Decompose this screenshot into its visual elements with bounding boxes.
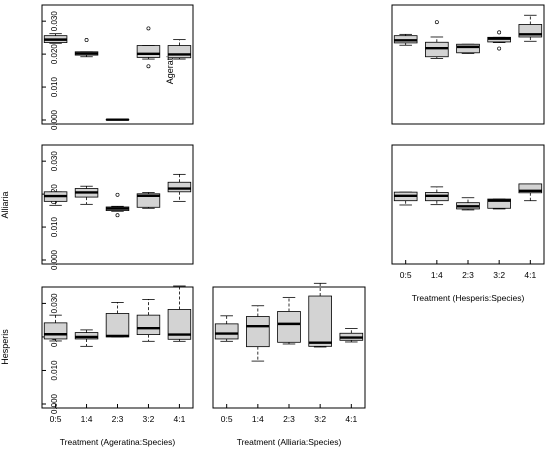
box-iqr bbox=[43, 322, 68, 340]
outlier-point bbox=[497, 46, 502, 51]
outlier-point bbox=[146, 26, 151, 31]
panel-frame bbox=[41, 286, 194, 409]
outlier-point bbox=[146, 64, 151, 69]
box-iqr bbox=[308, 295, 332, 347]
y-tick-label: 0.030 bbox=[50, 293, 59, 314]
box-iqr bbox=[214, 323, 239, 340]
row-label: Hesperis bbox=[0, 329, 10, 365]
box-iqr bbox=[425, 41, 449, 58]
panel-frame bbox=[41, 144, 194, 265]
box-iqr bbox=[167, 309, 192, 340]
x-axis-label: Treatment (Alliaria:Species) bbox=[237, 437, 342, 447]
y-tick-label: 0.020 bbox=[50, 44, 59, 65]
outlier-point bbox=[497, 30, 502, 35]
box-iqr bbox=[456, 43, 480, 54]
box-iqr bbox=[518, 183, 543, 194]
box-iqr bbox=[167, 181, 192, 193]
y-tick-label: 0.030 bbox=[50, 11, 59, 32]
x-tick-label: 1:4 bbox=[252, 414, 264, 424]
box-iqr bbox=[136, 193, 161, 208]
x-tick-label: 0:5 bbox=[400, 270, 412, 280]
y-tick-label: 0.010 bbox=[50, 77, 59, 98]
box-iqr bbox=[277, 311, 301, 343]
x-tick-label: 2:3 bbox=[462, 270, 474, 280]
box-iqr bbox=[136, 45, 161, 58]
y-tick-label: 0.000 bbox=[50, 249, 59, 270]
y-tick-label: 0.000 bbox=[50, 393, 59, 414]
outlier-point bbox=[84, 38, 89, 42]
x-tick-label: 3:2 bbox=[314, 414, 326, 424]
x-axis-label: Treatment (Ageratina:Species) bbox=[60, 437, 176, 447]
panel-frame bbox=[391, 4, 545, 125]
x-tick-label: 3:2 bbox=[493, 270, 505, 280]
row-label: Ageratina bbox=[165, 46, 175, 85]
x-tick-label: 1:4 bbox=[431, 270, 443, 280]
x-tick-label: 0:5 bbox=[50, 414, 62, 424]
y-tick-label: 0.000 bbox=[50, 109, 59, 130]
row-label: Alliaria bbox=[0, 191, 10, 218]
box-iqr bbox=[246, 316, 270, 348]
outlier-point bbox=[115, 192, 120, 197]
y-tick-label: 0.010 bbox=[50, 360, 59, 381]
y-tick-label: 0.010 bbox=[50, 217, 59, 238]
x-tick-label: 0:5 bbox=[221, 414, 233, 424]
box-iqr bbox=[167, 45, 192, 59]
x-axis-label: Treatment (Hesperis:Species) bbox=[412, 293, 525, 303]
box-iqr bbox=[136, 314, 161, 335]
x-tick-label: 3:2 bbox=[143, 414, 155, 424]
x-tick-label: 4:1 bbox=[524, 270, 536, 280]
outlier-point bbox=[434, 20, 439, 25]
box-iqr bbox=[105, 313, 130, 338]
outlier-point bbox=[115, 213, 120, 218]
x-tick-label: 4:1 bbox=[173, 414, 185, 424]
x-tick-label: 4:1 bbox=[345, 414, 357, 424]
x-tick-label: 1:4 bbox=[81, 414, 93, 424]
x-tick-label: 2:3 bbox=[283, 414, 295, 424]
y-tick-label: 0.030 bbox=[50, 151, 59, 172]
box-iqr bbox=[487, 198, 511, 209]
x-tick-label: 2:3 bbox=[112, 414, 124, 424]
